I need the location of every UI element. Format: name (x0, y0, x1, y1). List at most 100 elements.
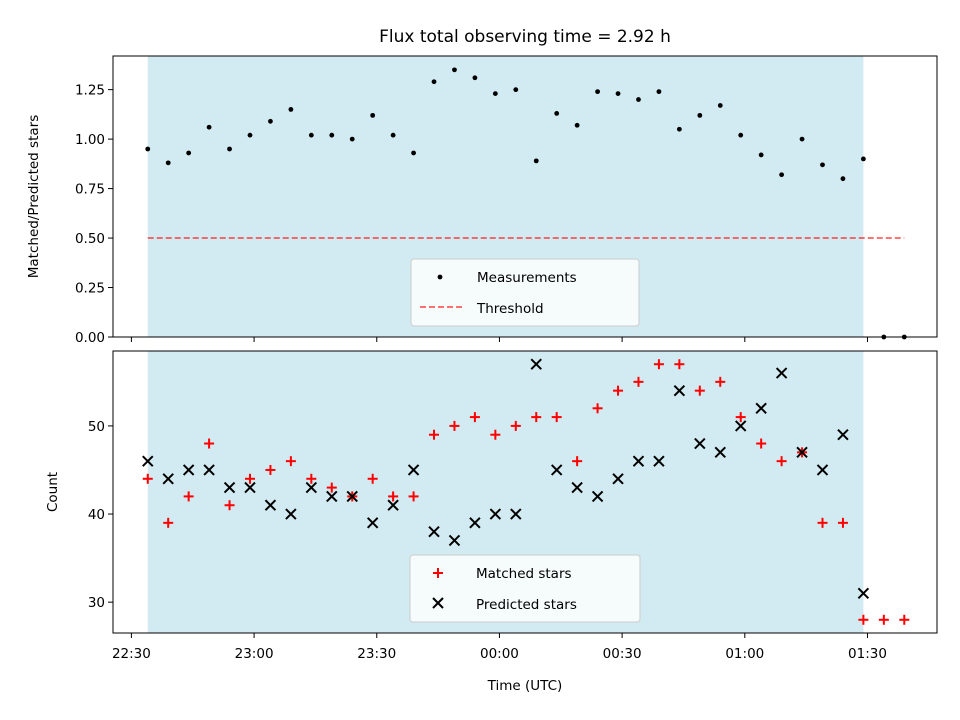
matched-stars-point (367, 473, 378, 484)
predicted-stars-point (264, 499, 277, 511)
predicted-stars-point (448, 534, 461, 547)
predicted-stars-point (203, 464, 215, 476)
measurement-point (758, 152, 764, 158)
matched-stars-point (572, 456, 583, 467)
ratio-y-tick-label: 0.50 (75, 231, 105, 247)
matched-stars-point (613, 385, 624, 396)
matched-stars-point (592, 403, 603, 414)
count-y-tick-label: 30 (88, 595, 105, 611)
matched-stars-point (224, 500, 235, 511)
time-x-tick-label: 22:30 (112, 646, 151, 662)
matched-stars-point (531, 412, 542, 423)
predicted-stars-point (857, 587, 870, 600)
ratio-y-tick-label: 0.00 (75, 330, 105, 346)
legend-measurement-marker (437, 274, 443, 280)
matched-stars-point (265, 464, 276, 475)
matched-stars-point (244, 473, 255, 484)
measurement-point (697, 112, 703, 118)
predicted-stars-point (469, 517, 481, 529)
measurement-point (615, 91, 621, 96)
count-legend: Matched stars Predicted stars (409, 554, 641, 623)
measurement-point (820, 162, 825, 168)
matched-stars-point (633, 376, 644, 387)
predicted-stars-point (387, 499, 399, 511)
ratio-x-ticks (130, 337, 868, 342)
predicted-stars-point (775, 367, 788, 379)
predicted-stars-point (244, 481, 256, 494)
count-y-tick-label: 40 (88, 507, 105, 523)
matched-stars-point (817, 517, 828, 528)
predicted-stars-point (735, 420, 747, 432)
matched-stars-point (510, 420, 521, 431)
measurement-point (145, 146, 151, 152)
matched-stars-point (756, 438, 767, 449)
predicted-stars-point (142, 455, 154, 467)
measurement-point (206, 124, 212, 130)
measurement-point (533, 158, 539, 164)
count-points (142, 358, 910, 625)
matched-stars-point (899, 614, 910, 625)
predicted-stars-point (223, 481, 236, 494)
predicted-stars-point (326, 490, 338, 503)
count-y-ticks: 30 40 50 (88, 419, 113, 611)
time-x-tick-label: 01:30 (848, 646, 887, 662)
measurement-point (840, 176, 846, 182)
measurement-point (574, 122, 580, 128)
measurement-point (390, 132, 396, 138)
matched-stars-point (204, 438, 215, 449)
measurement-point (656, 89, 662, 95)
legend-predicted-label: Predicted stars (476, 597, 577, 613)
predicted-stars-point (346, 490, 358, 503)
matched-stars-point (674, 359, 685, 370)
ratio-y-axis-label: Matched/Predicted stars (26, 115, 42, 278)
measurement-point (165, 160, 171, 166)
ratio-y-tick-label: 1.25 (75, 83, 105, 99)
matched-stars-point (776, 456, 787, 467)
matched-stars-point (388, 491, 399, 502)
measurement-point (676, 126, 682, 132)
matched-stars-point (429, 429, 440, 440)
measurement-point (636, 97, 641, 102)
predicted-stars-point (366, 517, 379, 529)
predicted-stars-point (612, 473, 624, 485)
measurement-point (492, 91, 498, 96)
matched-stars-point (285, 456, 296, 467)
count-y-axis-label: Count (45, 472, 61, 512)
predicted-stars-point (755, 402, 767, 414)
chart-title: Flux total observing time = 2.92 h (379, 27, 671, 47)
count-legend-box (409, 554, 641, 623)
time-x-tick-label: 01:00 (725, 646, 764, 662)
predicted-stars-point (407, 464, 420, 476)
ratio-panel: 0.00 0.25 0.50 0.75 1.00 1.25 Flux total obse… (26, 27, 938, 346)
predicted-stars-point (837, 429, 849, 441)
measurement-point (329, 132, 335, 138)
legend-predicted-glyph (432, 597, 444, 609)
predicted-stars-point (591, 490, 604, 503)
matched-stars-point (653, 359, 664, 370)
time-x-tick-label: 00:00 (480, 646, 519, 662)
measurement-point (452, 67, 457, 73)
ratio-y-ticks: 0.00 0.25 0.50 0.75 1.00 1.25 (75, 83, 113, 346)
ratio-y-tick-label: 0.75 (75, 182, 105, 198)
ratio-y-tick-label: 1.00 (75, 132, 105, 148)
ratio-legend-box (410, 258, 640, 327)
matched-stars-point (858, 614, 869, 625)
predicted-stars-point (285, 508, 297, 520)
predicted-stars-point (653, 455, 665, 467)
measurement-point (717, 103, 723, 108)
predicted-stars-point (428, 525, 440, 538)
count-y-tick-label: 50 (88, 419, 105, 435)
matched-stars-point (551, 412, 562, 423)
matched-stars-point (408, 491, 419, 502)
predicted-stars-point (694, 437, 706, 450)
matched-stars-point (878, 614, 889, 625)
predicted-stars-point (816, 464, 829, 476)
time-x-tick-label: 23:30 (357, 646, 396, 662)
predicted-stars-point (489, 508, 502, 520)
count-panel-frame (112, 350, 938, 634)
matched-stars-point (694, 385, 705, 396)
predicted-stars-point (673, 384, 686, 397)
predicted-stars-point (571, 481, 583, 494)
matched-stars-point (163, 517, 174, 528)
predicted-stars-point (530, 358, 542, 370)
